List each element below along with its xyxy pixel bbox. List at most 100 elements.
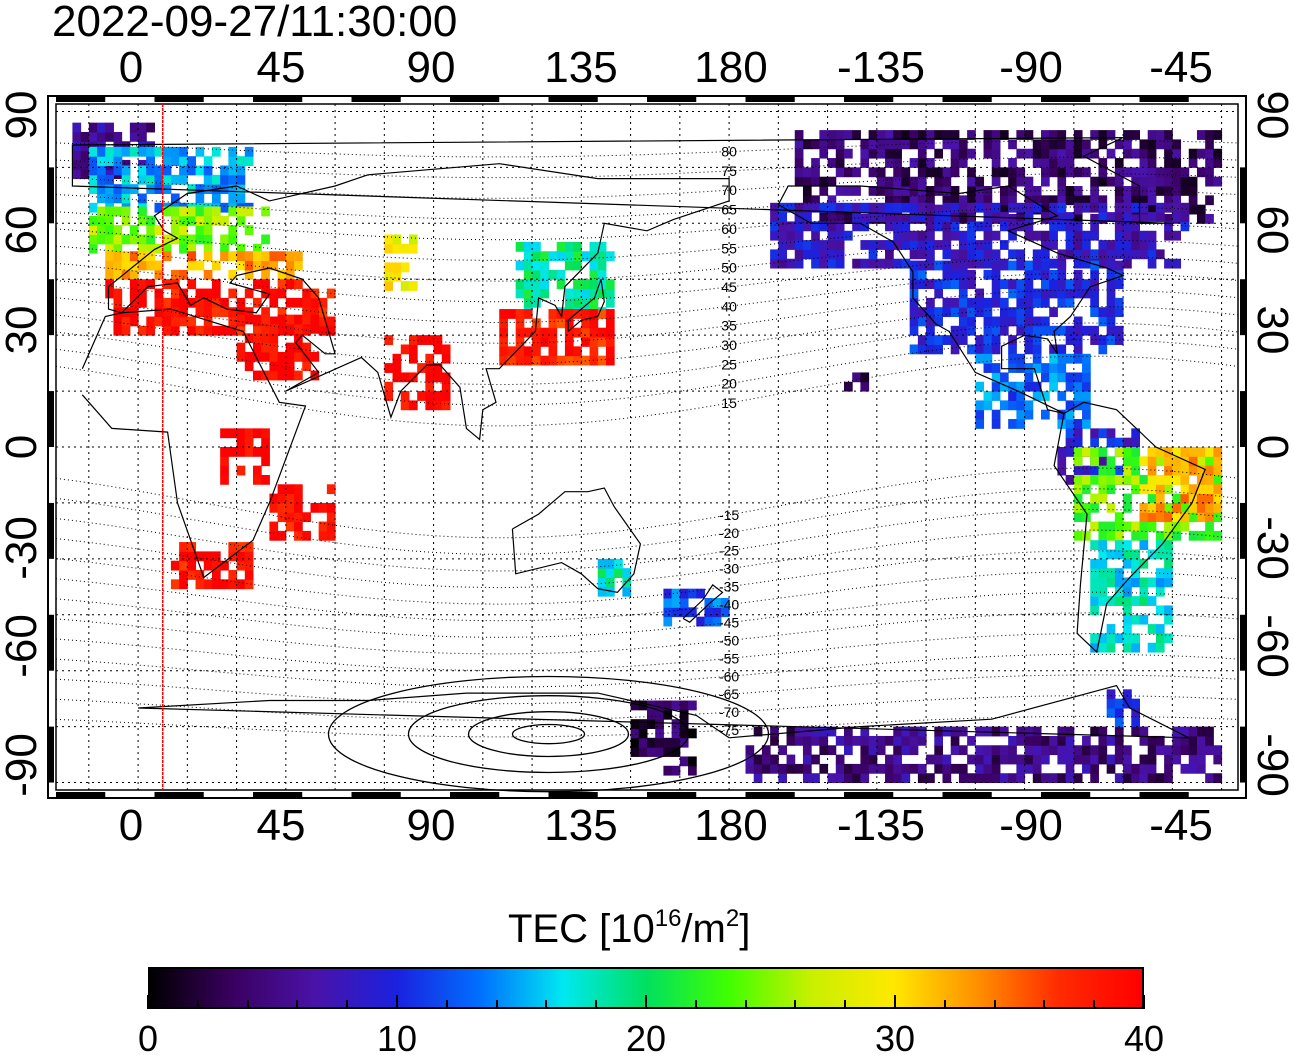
tec-cell bbox=[253, 351, 262, 362]
tec-cell bbox=[1041, 240, 1050, 250]
tec-cell bbox=[942, 773, 952, 784]
tec-cell bbox=[885, 212, 894, 222]
tec-cell bbox=[121, 174, 131, 185]
tec-cell bbox=[540, 327, 549, 338]
tec-cell bbox=[975, 297, 985, 308]
tec-cell bbox=[261, 314, 270, 325]
tec-cell bbox=[162, 316, 172, 327]
tec-cell bbox=[844, 230, 853, 241]
tec-cell bbox=[1090, 307, 1099, 318]
tec-cell bbox=[909, 297, 919, 308]
tec-cell bbox=[88, 141, 98, 152]
tec-cell bbox=[1032, 381, 1042, 392]
tec-cell bbox=[901, 221, 911, 232]
tec-cell bbox=[909, 344, 919, 355]
tec-cell bbox=[1057, 754, 1067, 765]
tec-cell bbox=[1090, 288, 1099, 299]
tec-cell bbox=[1139, 213, 1149, 224]
tec-cell bbox=[105, 243, 114, 254]
tec-cell bbox=[228, 184, 238, 194]
tec-cell bbox=[294, 342, 303, 353]
lat-right-label: 60 bbox=[1248, 205, 1294, 255]
tec-cell bbox=[983, 307, 993, 318]
tec-cell bbox=[203, 307, 213, 318]
tec-cell bbox=[917, 139, 927, 150]
tec-cell bbox=[1098, 456, 1108, 467]
tec-cell bbox=[770, 202, 779, 213]
tec-cell bbox=[515, 346, 525, 357]
tec-cell bbox=[195, 234, 205, 245]
tec-cell bbox=[1205, 456, 1214, 467]
tec-cell bbox=[1098, 447, 1108, 457]
tec-cell bbox=[1082, 249, 1091, 260]
tec-cell bbox=[991, 754, 1001, 765]
tec-cell bbox=[811, 221, 820, 232]
tec-cell bbox=[1049, 288, 1058, 299]
tec-cell bbox=[203, 156, 213, 167]
tec-cell bbox=[1164, 221, 1173, 232]
tec-cell bbox=[770, 754, 779, 765]
tec-cell bbox=[302, 288, 311, 299]
tec-cell bbox=[1065, 335, 1075, 345]
tec-cell bbox=[236, 165, 246, 176]
border-segment-bottom bbox=[1139, 792, 1189, 798]
tec-cell bbox=[712, 616, 722, 627]
tec-cell bbox=[991, 773, 1001, 784]
tec-cell bbox=[1213, 502, 1223, 513]
tec-cell bbox=[597, 558, 607, 569]
border-segment-right bbox=[1240, 614, 1246, 671]
tec-cell bbox=[1041, 167, 1050, 178]
tec-cell bbox=[1172, 530, 1182, 541]
tec-cell bbox=[983, 195, 993, 206]
tec-cell bbox=[893, 186, 902, 196]
tec-cell bbox=[1073, 512, 1083, 523]
tec-cell bbox=[1123, 167, 1132, 178]
tec-cell bbox=[72, 141, 82, 152]
tec-cell bbox=[1057, 363, 1067, 373]
tec-cell bbox=[285, 493, 295, 504]
tec-cell bbox=[1016, 735, 1026, 746]
tec-cell bbox=[1114, 735, 1124, 746]
tec-cell bbox=[1155, 447, 1165, 457]
tec-cell bbox=[400, 281, 410, 291]
tec-cell bbox=[236, 428, 246, 439]
tec-cell bbox=[1180, 202, 1190, 213]
tec-cell bbox=[638, 747, 648, 757]
tec-cell bbox=[285, 260, 295, 271]
tec-cell bbox=[630, 747, 640, 757]
tec-cell bbox=[876, 202, 886, 213]
tec-cell bbox=[934, 316, 943, 327]
tec-cell bbox=[1180, 167, 1190, 178]
tec-cell bbox=[179, 225, 188, 235]
tec-cell bbox=[1172, 735, 1182, 746]
tec-cell bbox=[1164, 549, 1173, 560]
tec-cell bbox=[917, 176, 927, 187]
tec-cell bbox=[876, 745, 886, 756]
tec-cell bbox=[1106, 260, 1116, 271]
tec-cell bbox=[1131, 763, 1140, 774]
tec-cell bbox=[950, 325, 960, 336]
tec-cell bbox=[1114, 437, 1124, 448]
tec-cell bbox=[1090, 213, 1099, 224]
tec-cell bbox=[934, 754, 943, 765]
tec-cell bbox=[146, 260, 155, 271]
tec-cell bbox=[967, 221, 976, 232]
tec-cell bbox=[236, 542, 246, 552]
tec-cell bbox=[967, 230, 976, 241]
tec-cell bbox=[1106, 465, 1116, 476]
tec-cell bbox=[671, 700, 681, 711]
tec-cell bbox=[605, 586, 615, 597]
tec-cell bbox=[1180, 221, 1190, 232]
tec-cell bbox=[1123, 586, 1132, 597]
tec-cell bbox=[1155, 474, 1165, 485]
tec-cell bbox=[548, 269, 558, 280]
tec-cell bbox=[187, 325, 197, 336]
tec-cell bbox=[901, 763, 911, 774]
tec-cell bbox=[138, 215, 147, 226]
tec-cell bbox=[991, 763, 1001, 774]
tec-cell bbox=[671, 747, 681, 757]
tec-cell bbox=[950, 344, 960, 355]
tec-cell bbox=[1008, 195, 1017, 206]
tec-cell bbox=[1098, 344, 1108, 355]
tec-cell bbox=[170, 288, 180, 299]
